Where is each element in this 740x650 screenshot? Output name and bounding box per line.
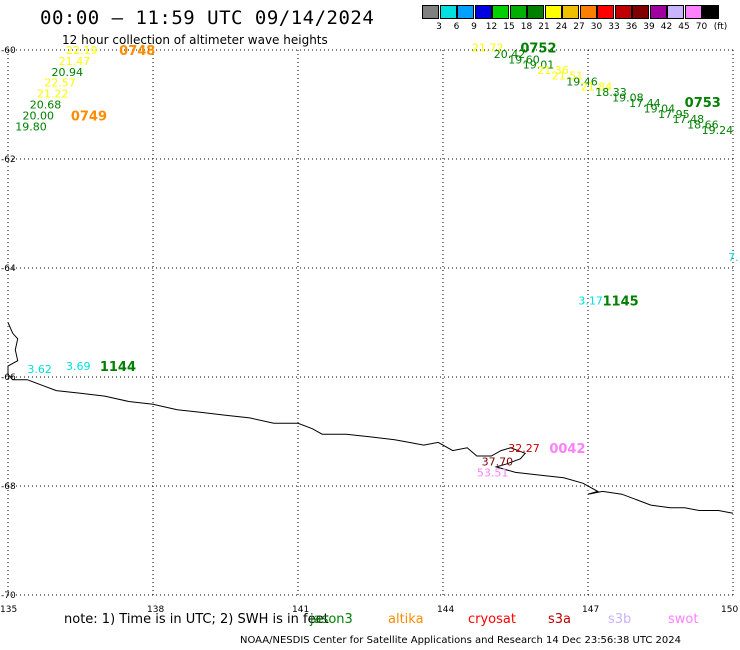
legend-label: 39 xyxy=(643,22,655,32)
wave-height-value: 3.69 xyxy=(66,360,91,373)
wave-height-value: 3.17 xyxy=(578,295,603,308)
mission-label: s3a xyxy=(548,612,572,627)
mission-label: cryosat xyxy=(468,612,516,627)
legend-swatch xyxy=(544,5,562,19)
wave-height-value: 22.57 xyxy=(44,77,76,90)
latitude-label: -68 xyxy=(1,482,16,492)
legend-label: 18 xyxy=(520,22,533,32)
legend-swatch xyxy=(667,5,684,19)
legend-swatch xyxy=(457,5,474,19)
wave-height-value: 19.60 xyxy=(508,53,540,66)
wave-height-value: 21.72 xyxy=(472,41,504,54)
latitude-label: -64 xyxy=(1,264,16,274)
credit-line: NOAA/NESDIS Center for Satellite Applica… xyxy=(240,635,682,646)
pass-time-label: 1144 xyxy=(100,360,136,375)
legend-swatch xyxy=(527,5,544,19)
legend-swatch xyxy=(492,5,509,19)
wave-height-value: 18.33 xyxy=(595,86,627,99)
legend-label: 24 xyxy=(555,22,568,32)
longitude-label: 144 xyxy=(437,605,454,615)
legend-unit: (ft) xyxy=(713,22,728,32)
wave-height-value: 53.51 xyxy=(477,466,509,479)
legend-label: 6 xyxy=(453,22,460,32)
wave-height-value: 21.84 xyxy=(581,81,613,94)
pass-time-label: 0752 xyxy=(520,41,556,56)
wave-height-value: 7. xyxy=(728,251,739,264)
wave-height-value: 19.04 xyxy=(644,102,676,115)
wave-height-value: 21.36 xyxy=(537,64,569,77)
legend-label: 27 xyxy=(573,22,585,32)
legend-label: 36 xyxy=(625,22,638,32)
wave-height-value: 20.94 xyxy=(52,66,84,79)
pass-time-label: 0042 xyxy=(549,442,585,457)
wave-height-value: 19.01 xyxy=(523,59,555,72)
wave-height-value: 21.22 xyxy=(37,88,69,101)
wave-height-value: 19.80 xyxy=(15,120,47,133)
wave-height-value: 19.46 xyxy=(566,76,598,89)
mission-label: jason3 xyxy=(310,612,353,627)
latitude-label: -62 xyxy=(1,155,16,165)
pass-time-label: 0748 xyxy=(119,44,155,59)
footer-note: note: 1) Time is in UTC; 2) SWH is in fe… xyxy=(64,612,329,627)
wave-height-value: 17.44 xyxy=(629,97,661,110)
longitude-label: 147 xyxy=(582,605,599,615)
legend-swatch xyxy=(562,5,579,19)
legend-swatch xyxy=(474,5,492,19)
wave-height-value: 20.42 xyxy=(494,48,526,61)
antarctic-coastline xyxy=(7,322,734,514)
wave-height-value: 20.68 xyxy=(30,99,62,112)
longitude-label: 150 xyxy=(721,605,738,615)
legend-label: 30 xyxy=(590,22,603,32)
wave-height-value: 3.62 xyxy=(27,363,52,376)
wave-height-value: 18.66 xyxy=(687,119,719,132)
wave-height-value: 21.51 xyxy=(552,70,584,83)
legend-label: 15 xyxy=(503,22,515,32)
legend-swatch xyxy=(649,5,667,19)
wave-height-value: 20.00 xyxy=(23,109,55,122)
wave-height-value: 22.19 xyxy=(66,44,98,57)
legend-label: 45 xyxy=(678,22,690,32)
legend-label: 12 xyxy=(485,22,498,32)
legend-swatch xyxy=(422,5,439,19)
legend-swatch xyxy=(597,5,614,19)
legend-label: 70 xyxy=(695,22,708,32)
pass-time-label: 0749 xyxy=(71,109,107,124)
mission-label: altika xyxy=(388,612,424,627)
wave-height-value: 17.48 xyxy=(673,113,705,126)
legend-label: 9 xyxy=(471,22,477,32)
longitude-label: 141 xyxy=(292,605,309,615)
wave-height-legend: 3 6 9 12 15 18 21 24 27 30 33 36 39 42 45 70 (ft) xyxy=(422,5,740,35)
legend-swatch xyxy=(439,5,457,19)
latitude-label: -60 xyxy=(1,46,16,56)
wave-height-value: 32.27 xyxy=(508,442,540,455)
latitude-label: -66 xyxy=(1,373,16,383)
legend-label: 21 xyxy=(538,22,550,32)
pass-time-label: 1145 xyxy=(603,295,639,310)
legend-swatch xyxy=(632,5,649,19)
legend-swatch xyxy=(684,5,702,19)
wave-height-value: 19.08 xyxy=(612,91,644,104)
legend-label: 42 xyxy=(660,22,673,32)
legend-label: 3 xyxy=(436,22,442,32)
legend-swatch xyxy=(614,5,632,19)
legend-label: 33 xyxy=(608,22,620,32)
mission-label: swot xyxy=(668,612,699,627)
longitude-label: 135 xyxy=(0,605,17,615)
wave-height-value: 17.95 xyxy=(658,108,690,121)
longitude-label: 138 xyxy=(147,605,164,615)
wave-height-value: 37.70 xyxy=(482,455,513,468)
wave-height-value: 21.47 xyxy=(59,55,91,68)
legend-swatch xyxy=(509,5,527,19)
map-subtitle: 12 hour collection of altimeter wave hei… xyxy=(62,33,328,47)
pass-time-label: 0753 xyxy=(685,96,721,111)
latitude-label: -70 xyxy=(1,591,16,601)
wave-height-value: 19.24 xyxy=(702,124,734,137)
mission-label: s3b xyxy=(608,612,632,627)
map-title: 00:00 – 11:59 UTC 09/14/2024 xyxy=(40,7,375,29)
legend-swatch xyxy=(579,5,597,19)
legend-swatch xyxy=(702,5,719,19)
